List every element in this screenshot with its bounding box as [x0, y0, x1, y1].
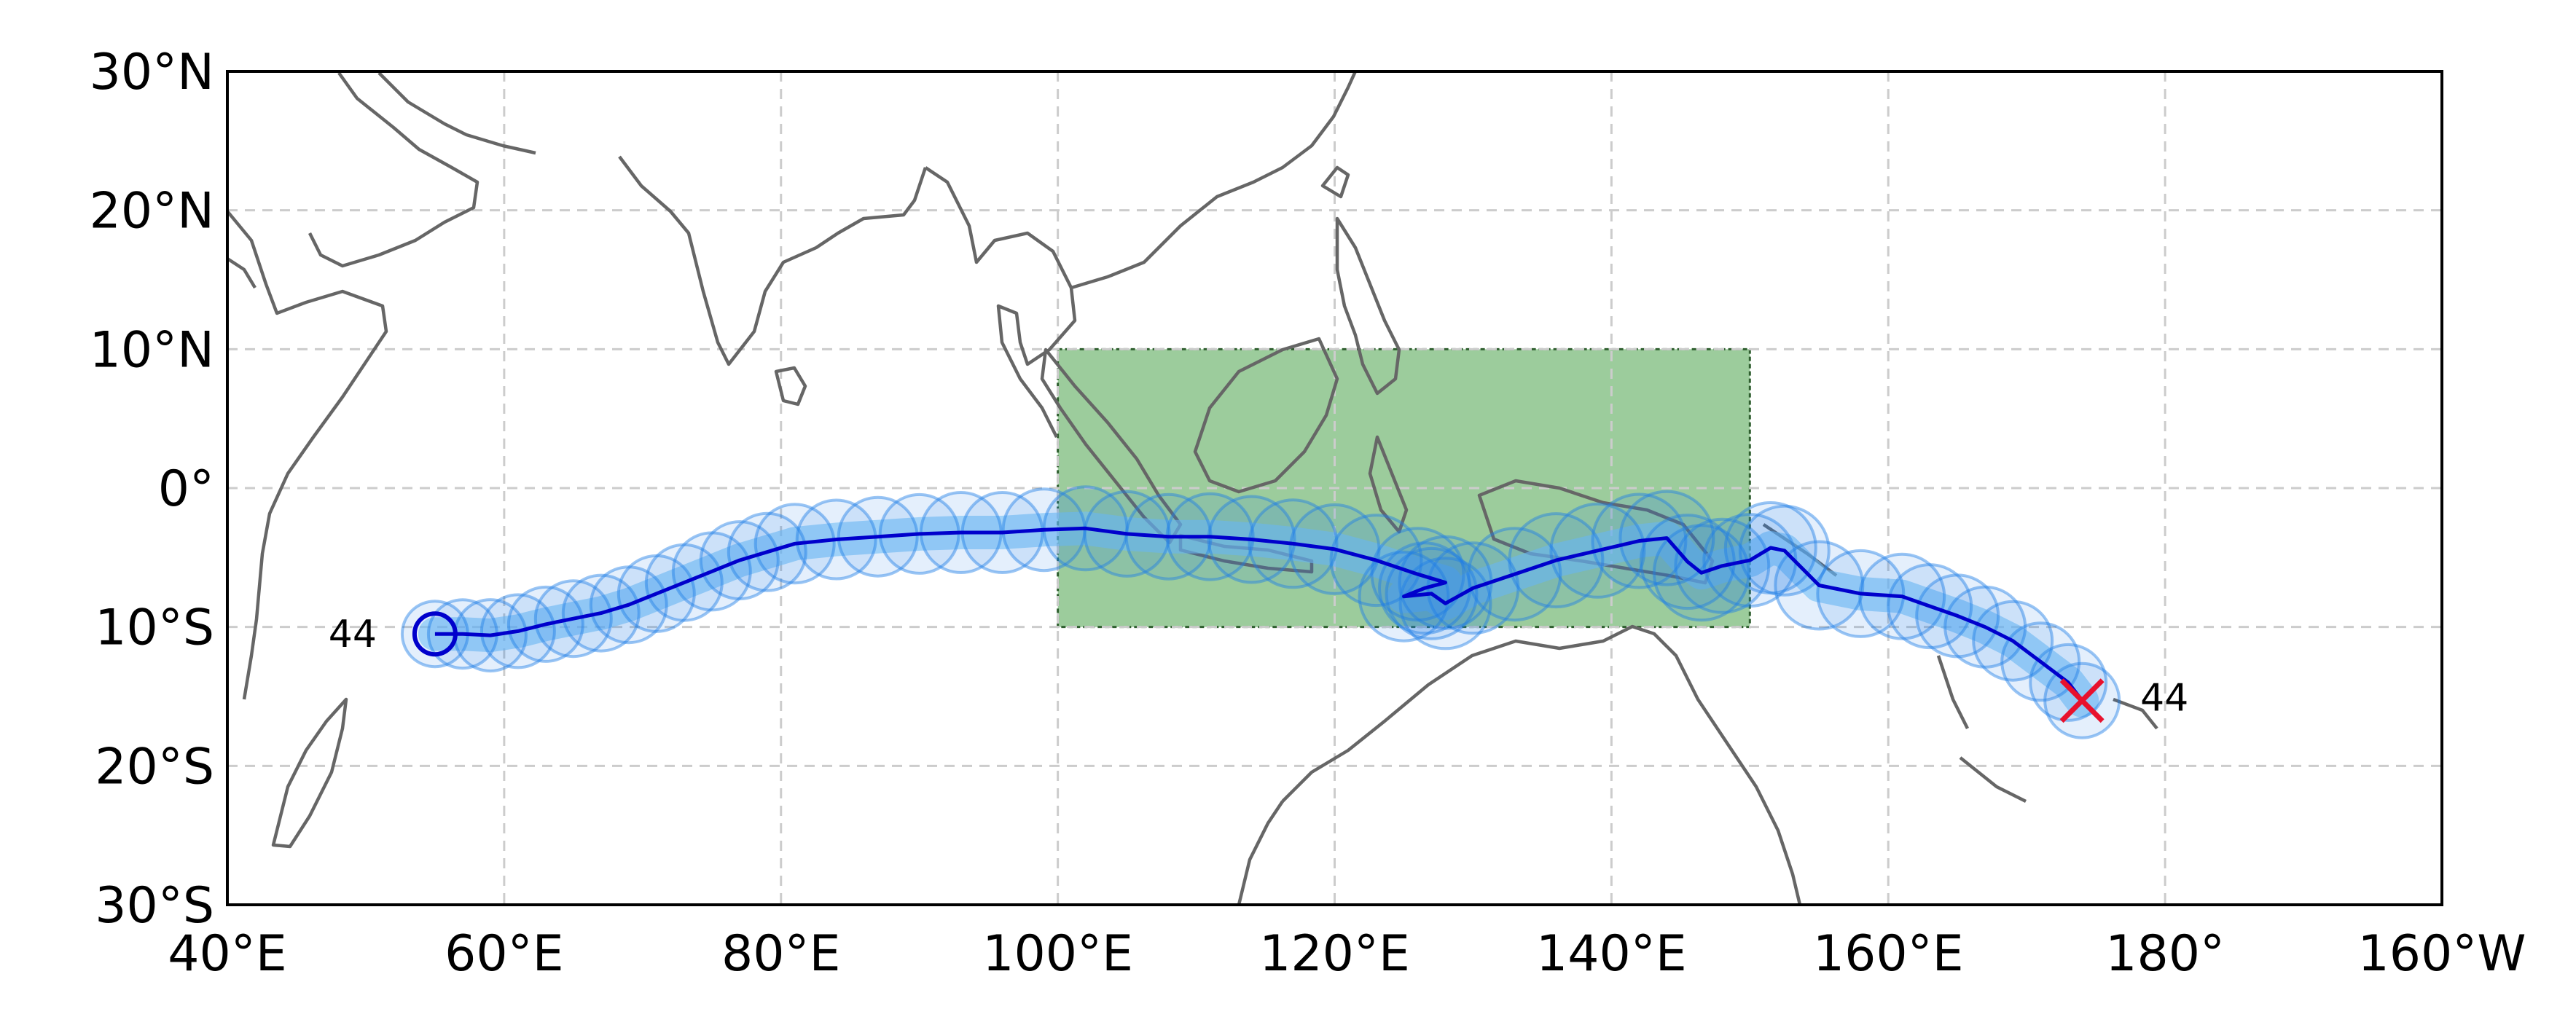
gridlines	[227, 71, 2442, 905]
coastlines	[227, 71, 2158, 905]
coast-africa	[227, 210, 388, 700]
coast-new-caledonia	[1959, 756, 2027, 804]
coast-borneo	[1193, 337, 1339, 494]
coast-philippines	[1335, 216, 1401, 396]
x-tick-label: 80°E	[721, 925, 841, 983]
coast-australia-west	[1237, 800, 1284, 905]
x-tick-label: 160°W	[2357, 925, 2526, 983]
coast-fiji	[2113, 697, 2158, 730]
x-tick-label: 180°	[2105, 925, 2225, 983]
x-tick-label: 60°E	[445, 925, 564, 983]
coast-taiwan	[1320, 165, 1350, 199]
coast-madagascar	[271, 697, 348, 849]
y-tick-label: 10°N	[90, 321, 214, 379]
track-path	[434, 526, 2084, 702]
coast-vanuatu	[1936, 655, 1970, 730]
x-tick-label: 100°E	[982, 925, 1133, 983]
start-label: 44	[329, 613, 377, 656]
x-tick-label: 140°E	[1536, 925, 1687, 983]
y-tick-label: 30°S	[95, 877, 214, 935]
y-tick-label: 30°N	[90, 44, 214, 101]
end-marker	[2059, 678, 2105, 723]
plot-frame	[226, 70, 2443, 906]
track-line	[434, 526, 2084, 702]
y-tick-label: 20°N	[90, 183, 214, 240]
coast-australia	[1281, 624, 1802, 905]
x-tick-label: 120°E	[1259, 925, 1410, 983]
coast-persian-gulf	[377, 71, 536, 155]
x-tick-label: 160°E	[1813, 925, 1964, 983]
coast-red-sea	[227, 257, 257, 289]
end-label: 44	[2140, 677, 2188, 720]
coast-arabia	[308, 71, 479, 268]
coast-china	[1070, 71, 1358, 290]
coast-sri-lanka	[774, 366, 807, 406]
x-tick-label: 40°E	[168, 925, 287, 983]
x-axis-labels: 40°E 60°E 80°E 100°E 120°E 140°E 160°E 180° 160°…	[168, 925, 2526, 983]
y-tick-label: 20°S	[95, 738, 214, 796]
start-marker	[412, 611, 458, 657]
y-tick-label: 10°S	[95, 600, 214, 657]
y-axis-labels: 30°N 20°N 10°N 0° 10°S 20°S 30°S	[90, 44, 214, 935]
coast-sulawesi	[1368, 435, 1409, 534]
y-tick-label: 0°	[158, 460, 214, 518]
coast-indochina	[924, 166, 1077, 439]
map-area	[227, 71, 2442, 905]
coast-india	[618, 155, 928, 366]
